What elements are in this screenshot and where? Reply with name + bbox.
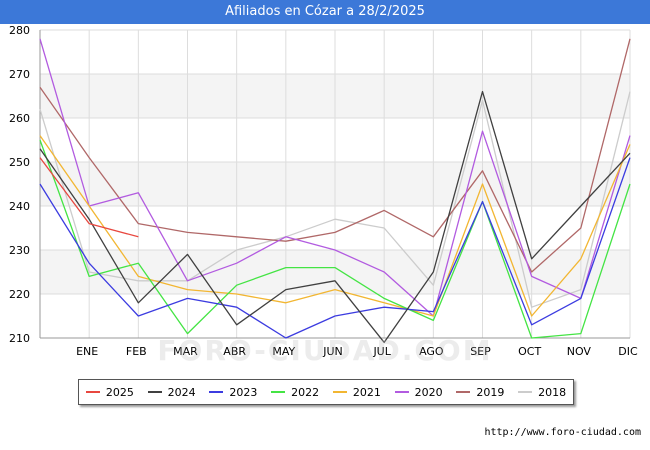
legend-item-2023: 2023 (209, 386, 257, 399)
legend-item-2020: 2020 (394, 385, 443, 399)
watermark: FORO-CIUDAD.COM (157, 334, 493, 367)
y-tick-label: 250 (9, 156, 30, 169)
series-line-2023 (39, 157, 631, 339)
legend-item-2018: 2018 (518, 386, 566, 399)
legend-label: 2022 (291, 385, 320, 399)
title-bar (0, 0, 650, 24)
x-tick-label: ABR (223, 345, 246, 358)
series-line-2018 (39, 91, 631, 308)
legend-swatch (209, 391, 224, 393)
series-line-2025 (39, 157, 139, 238)
x-tick-label: JUN (322, 345, 343, 358)
y-tick-label: 210 (9, 332, 30, 345)
legend-swatch (147, 391, 162, 393)
legend-label: 2020 (414, 385, 443, 399)
legend-label: 2024 (167, 385, 196, 399)
legend-swatch (456, 391, 471, 393)
legend: 2025 2024 2023 2022 2021 2020 2019 2018 (78, 379, 574, 405)
x-tick-label: MAR (173, 345, 198, 358)
legend-label: 2025 (105, 385, 134, 399)
legend-label: 2021 (352, 385, 381, 399)
y-tick-label: 220 (9, 288, 30, 301)
y-tick-label: 280 (9, 24, 30, 37)
series-line-2024 (39, 90, 631, 344)
series-line-2022 (39, 139, 631, 339)
legend-item-2019: 2019 (456, 386, 504, 399)
legend-label: 2019 (476, 385, 505, 399)
series-line-2020 (39, 38, 631, 317)
legend-swatch (518, 391, 533, 393)
legend-swatch (271, 391, 286, 393)
y-tick-label: 270 (9, 68, 30, 81)
y-tick-label: 230 (9, 244, 30, 257)
x-tick-label: ENE (76, 345, 98, 358)
x-tick-label: AGO (419, 345, 444, 358)
y-tick-label: 240 (9, 200, 30, 213)
x-tick-label: NOV (567, 345, 592, 358)
series-line-2021 (39, 135, 631, 317)
x-tick-label: FEB (126, 345, 147, 358)
y-tick-label: 260 (9, 112, 30, 125)
x-tick-label: MAY (272, 345, 295, 358)
x-tick-label: JUL (372, 345, 391, 358)
source-credit: http://www.foro-ciudad.com (484, 427, 641, 438)
legend-label: 2023 (229, 385, 258, 399)
legend-swatch (394, 391, 409, 393)
legend-swatch (332, 391, 347, 393)
x-tick-label: SEP (470, 345, 491, 358)
x-tick-label: DIC (618, 345, 638, 358)
legend-item-2022: 2022 (271, 386, 319, 399)
legend-item-2024: 2024 (147, 385, 196, 399)
legend-item-2025: 2025 (85, 385, 134, 399)
legend-item-2021: 2021 (332, 385, 381, 399)
legend-label: 2018 (538, 385, 567, 399)
legend-swatch (85, 391, 100, 393)
series-line-2019 (39, 38, 631, 273)
chart-title: Afiliados en Cózar a 28/2/2025 (225, 4, 425, 19)
x-tick-label: OCT (518, 345, 541, 358)
